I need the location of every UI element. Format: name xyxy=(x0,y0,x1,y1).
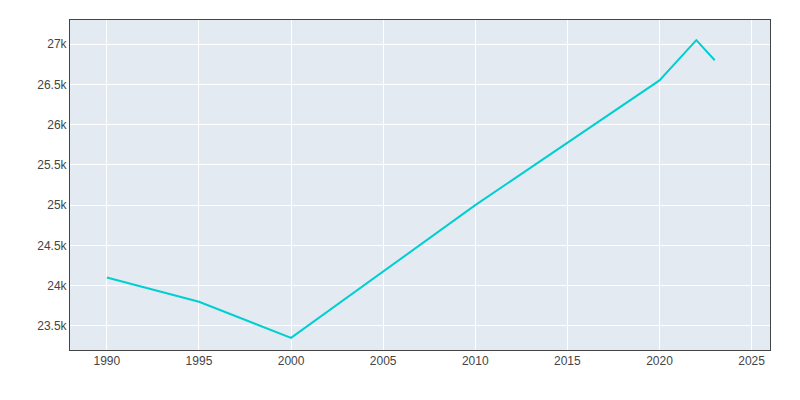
svg-text:24k: 24k xyxy=(47,279,67,293)
svg-text:24.5k: 24.5k xyxy=(37,239,67,253)
svg-text:2010: 2010 xyxy=(462,354,489,368)
svg-text:25.5k: 25.5k xyxy=(37,158,67,172)
svg-text:2020: 2020 xyxy=(646,354,673,368)
svg-text:2025: 2025 xyxy=(738,354,765,368)
svg-text:2015: 2015 xyxy=(554,354,581,368)
svg-text:27k: 27k xyxy=(47,37,67,51)
svg-text:26.5k: 26.5k xyxy=(37,78,67,92)
svg-text:1990: 1990 xyxy=(93,354,120,368)
svg-text:2000: 2000 xyxy=(278,354,305,368)
svg-text:26k: 26k xyxy=(47,118,67,132)
svg-text:25k: 25k xyxy=(47,198,67,212)
svg-text:2005: 2005 xyxy=(370,354,397,368)
svg-text:23.5k: 23.5k xyxy=(37,319,67,333)
svg-text:1995: 1995 xyxy=(186,354,213,368)
